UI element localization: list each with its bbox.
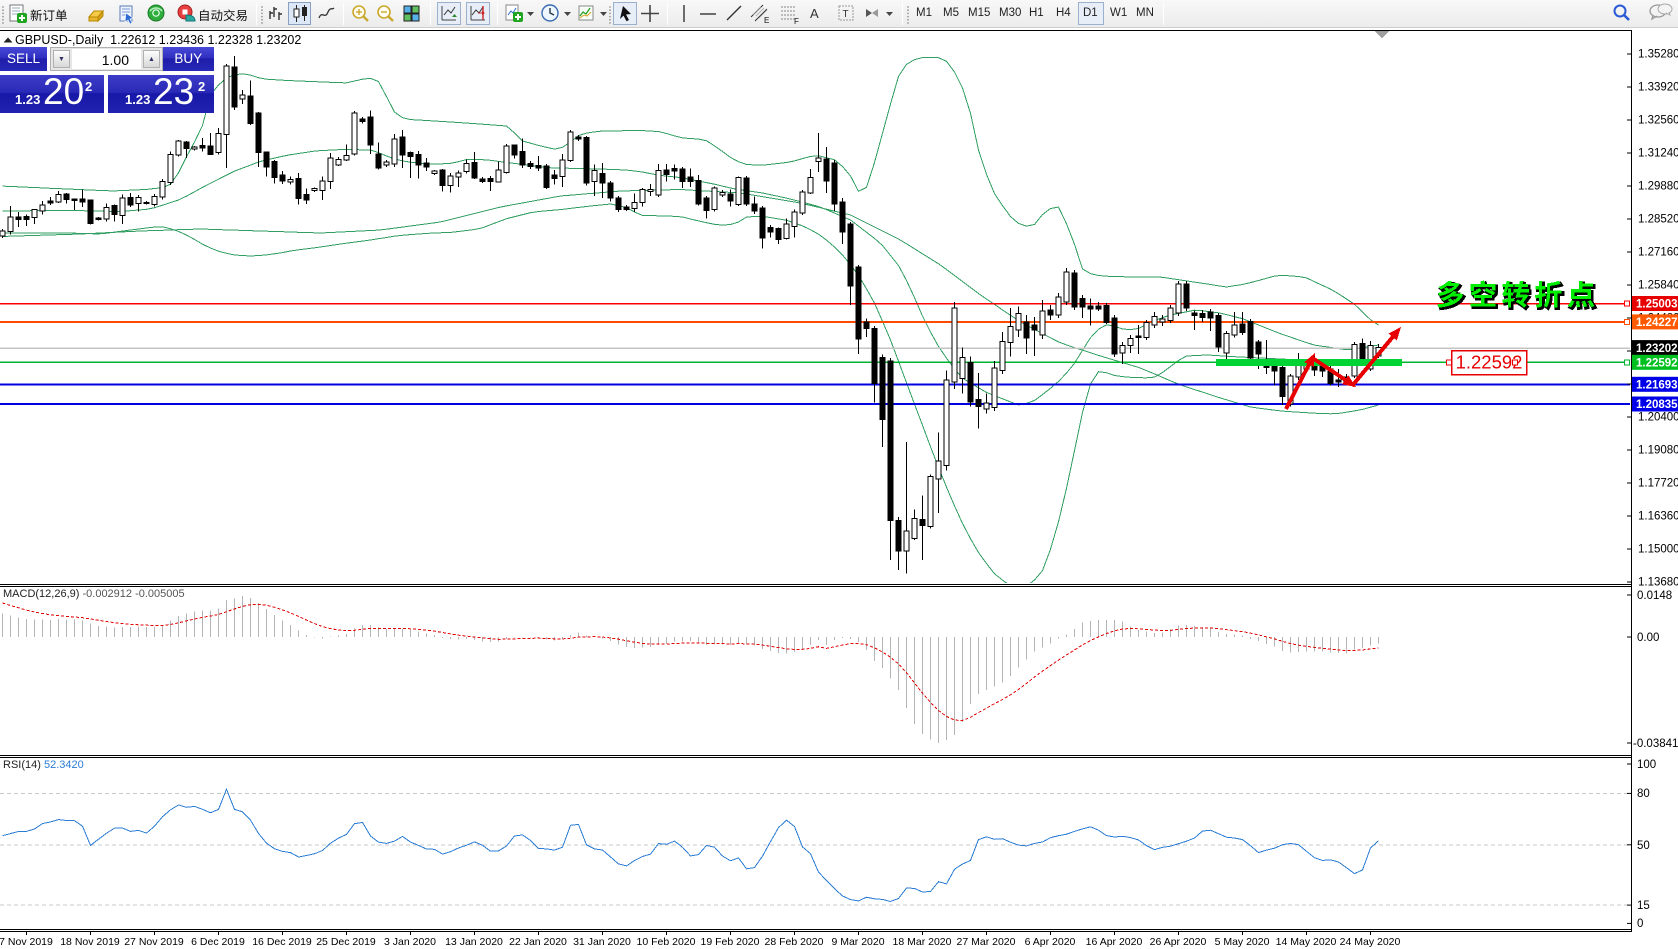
svg-text:31 Jan 2020: 31 Jan 2020 — [573, 936, 631, 948]
svg-text:100: 100 — [1637, 759, 1656, 771]
svg-text:1.25840: 1.25840 — [1638, 280, 1678, 292]
svg-text:18 Mar 2020: 18 Mar 2020 — [893, 936, 952, 948]
svg-text:0.00: 0.00 — [1637, 632, 1659, 644]
svg-text:E: E — [764, 16, 769, 25]
svg-text:1.25003: 1.25003 — [1636, 299, 1678, 311]
svg-text:19 Feb 2020: 19 Feb 2020 — [701, 936, 760, 948]
svg-text:22 Jan 2020: 22 Jan 2020 — [509, 936, 567, 948]
svg-text:T: T — [843, 9, 849, 20]
svg-text:0: 0 — [1637, 918, 1643, 930]
svg-text:80: 80 — [1637, 788, 1650, 800]
svg-text:1.33920: 1.33920 — [1638, 82, 1678, 94]
svg-text:1.23202: 1.23202 — [1636, 343, 1678, 355]
svg-text:MACD(12,26,9) -0.002912 -0.005: MACD(12,26,9) -0.002912 -0.005005 — [3, 588, 185, 600]
svg-text:6 Apr 2020: 6 Apr 2020 — [1025, 936, 1076, 948]
svg-text:1.27160: 1.27160 — [1638, 247, 1678, 259]
svg-text:9 Mar 2020: 9 Mar 2020 — [831, 936, 884, 948]
svg-text:-0.038415: -0.038415 — [1633, 738, 1678, 750]
svg-text:27 Nov 2019: 27 Nov 2019 — [124, 936, 184, 948]
svg-text:1.24227: 1.24227 — [1636, 317, 1678, 329]
svg-text:14 May 2020: 14 May 2020 — [1276, 936, 1337, 948]
svg-text:1.28520: 1.28520 — [1638, 214, 1678, 226]
svg-text:1.29880: 1.29880 — [1638, 181, 1678, 193]
svg-text:1.15000: 1.15000 — [1638, 544, 1678, 556]
svg-text:6 Dec 2019: 6 Dec 2019 — [191, 936, 245, 948]
svg-text:24 May 2020: 24 May 2020 — [1340, 936, 1401, 948]
svg-text:1.20835: 1.20835 — [1636, 399, 1678, 411]
svg-text:1.31240: 1.31240 — [1638, 148, 1678, 160]
svg-text:5 May 2020: 5 May 2020 — [1215, 936, 1270, 948]
svg-text:18 Nov 2019: 18 Nov 2019 — [60, 936, 120, 948]
svg-text:1.19080: 1.19080 — [1638, 445, 1678, 457]
svg-text:13 Jan 2020: 13 Jan 2020 — [445, 936, 503, 948]
svg-text:0.0148: 0.0148 — [1637, 590, 1672, 602]
svg-text:1.13680: 1.13680 — [1638, 577, 1678, 589]
svg-text:1.35280: 1.35280 — [1638, 49, 1678, 61]
svg-text:3 Jan 2020: 3 Jan 2020 — [384, 936, 436, 948]
svg-text:16 Dec 2019: 16 Dec 2019 — [252, 936, 312, 948]
svg-text:27 Mar 2020: 27 Mar 2020 — [957, 936, 1016, 948]
svg-text:1.20400: 1.20400 — [1638, 412, 1678, 424]
svg-text:50: 50 — [1637, 840, 1650, 852]
svg-text:RSI(14) 52.3420: RSI(14) 52.3420 — [3, 759, 84, 771]
svg-text:F: F — [794, 17, 799, 25]
svg-text:1.22592: 1.22592 — [1456, 352, 1523, 373]
svg-text:10 Feb 2020: 10 Feb 2020 — [637, 936, 696, 948]
svg-text:1.22592: 1.22592 — [1636, 358, 1678, 370]
svg-text:1.32560: 1.32560 — [1638, 115, 1678, 127]
svg-text:1.21693: 1.21693 — [1636, 380, 1678, 392]
svg-text:1.17720: 1.17720 — [1638, 478, 1678, 490]
svg-text:7 Nov 2019: 7 Nov 2019 — [0, 936, 53, 948]
svg-text:25 Dec 2019: 25 Dec 2019 — [316, 936, 376, 948]
svg-text:26 Apr 2020: 26 Apr 2020 — [1150, 936, 1207, 948]
svg-text:16 Apr 2020: 16 Apr 2020 — [1086, 936, 1143, 948]
svg-text:28 Feb 2020: 28 Feb 2020 — [765, 936, 824, 948]
svg-text:15: 15 — [1637, 900, 1650, 912]
svg-text:1.16360: 1.16360 — [1638, 511, 1678, 523]
